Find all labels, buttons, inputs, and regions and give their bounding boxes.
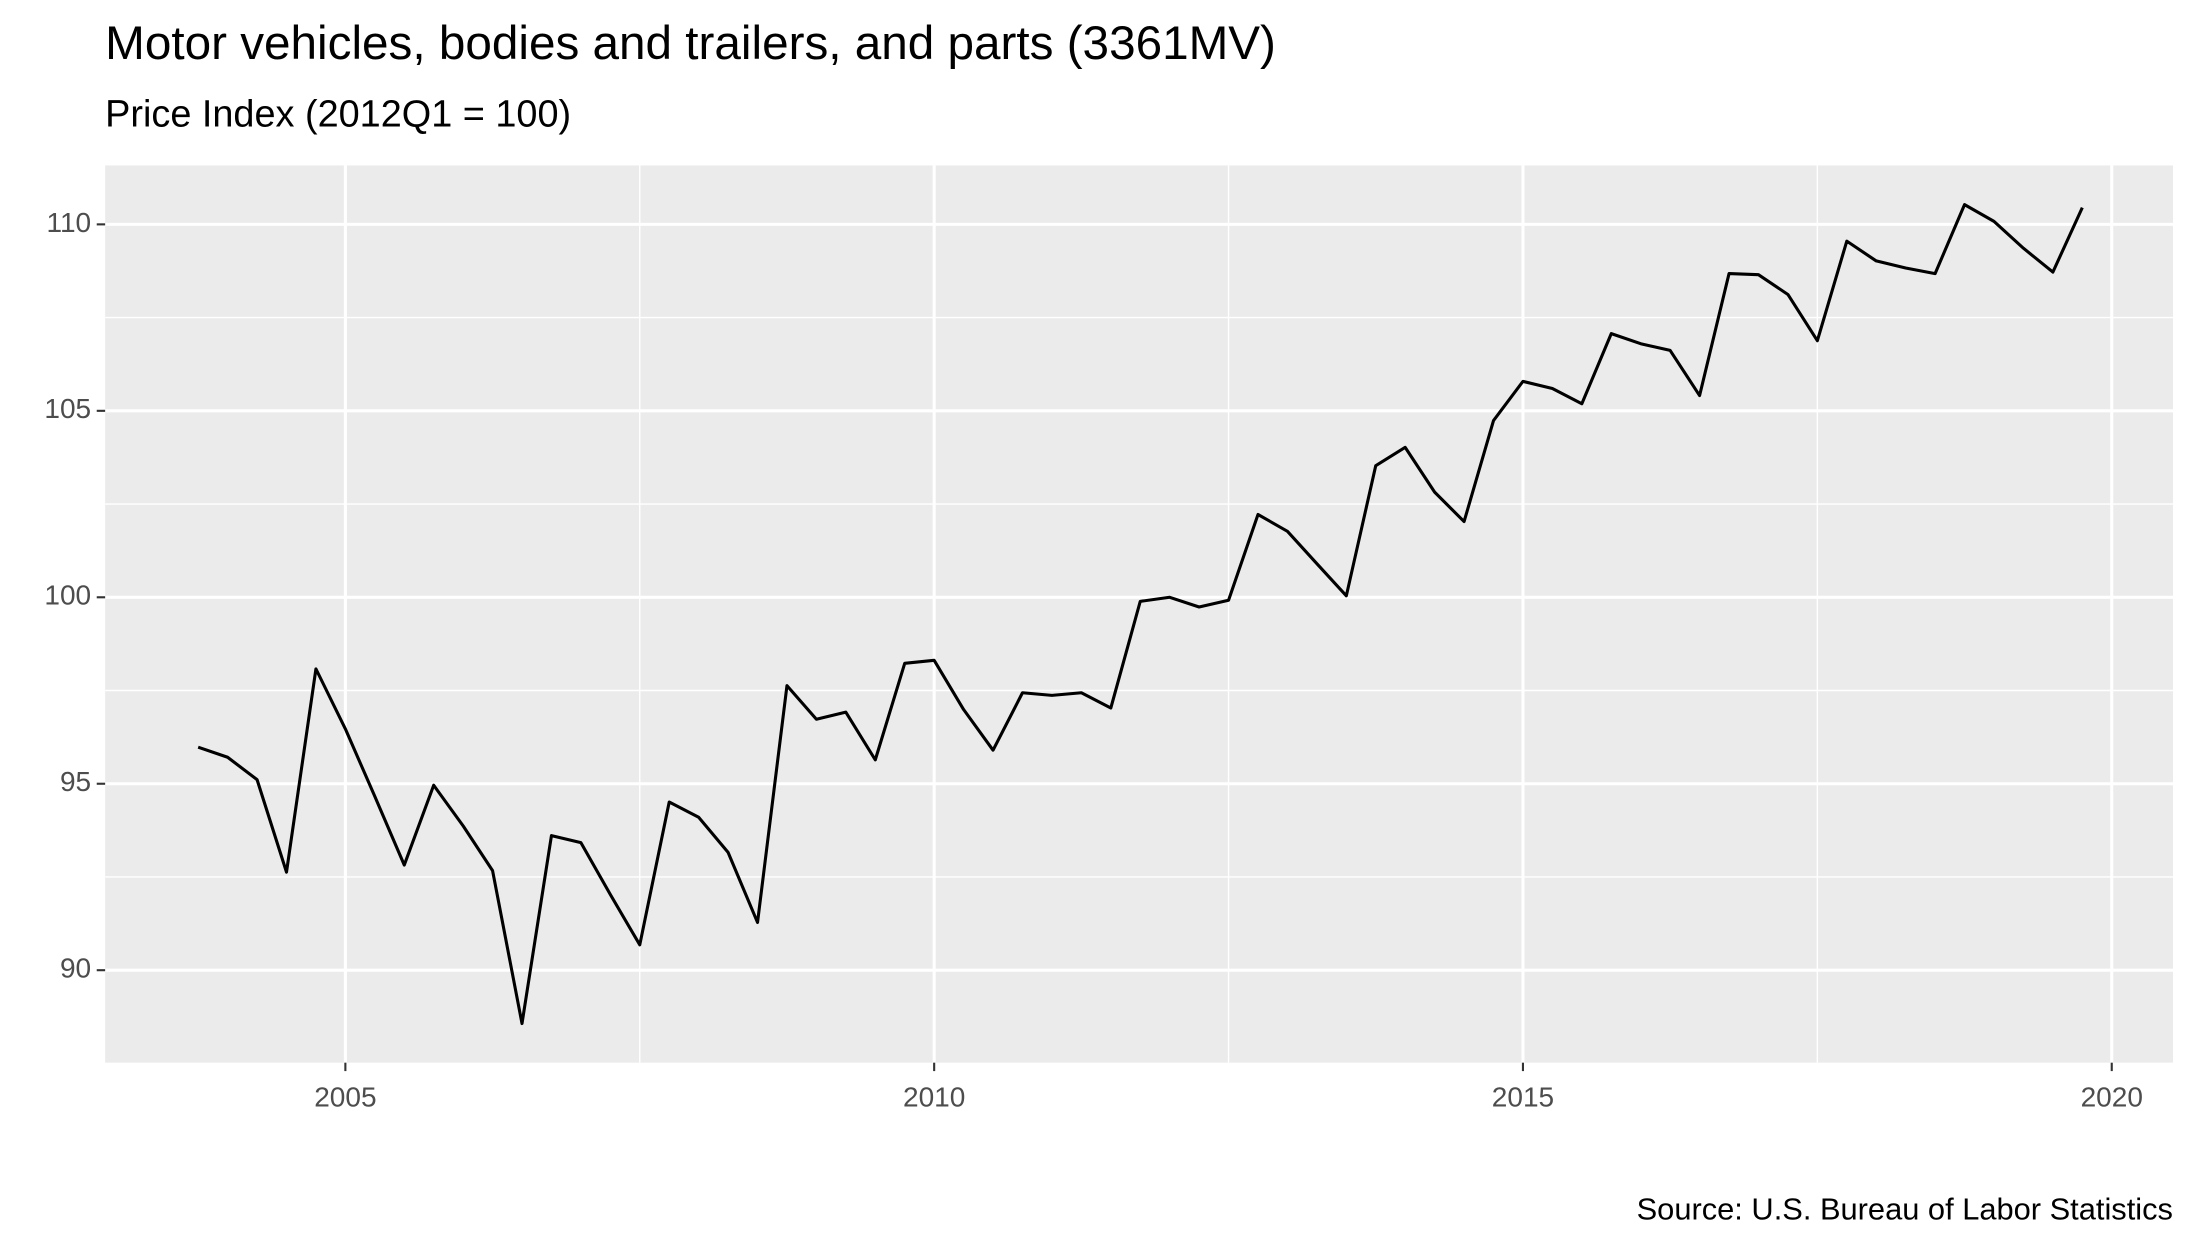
y-tick-label: 110 (46, 207, 91, 238)
y-tick-label: 100 (44, 580, 91, 611)
y-tick-label: 95 (60, 766, 91, 797)
series-line (197, 203, 2084, 1026)
chart-title: Motor vehicles, bodies and trailers, and… (105, 17, 1276, 70)
y-tick-label: 105 (44, 393, 91, 424)
x-tick-label: 2015 (1492, 1082, 1554, 1113)
caption: Source: U.S. Bureau of Labor Statistics (1637, 1191, 2173, 1226)
x-tick-label: 2020 (2081, 1082, 2143, 1113)
y-tick-label: 90 (60, 953, 91, 984)
plot-background (105, 165, 2173, 1063)
chart-subtitle: Price Index (2012Q1 = 100) (105, 93, 571, 135)
x-tick-label: 2010 (903, 1082, 965, 1113)
x-tick-label: 2005 (314, 1082, 376, 1113)
